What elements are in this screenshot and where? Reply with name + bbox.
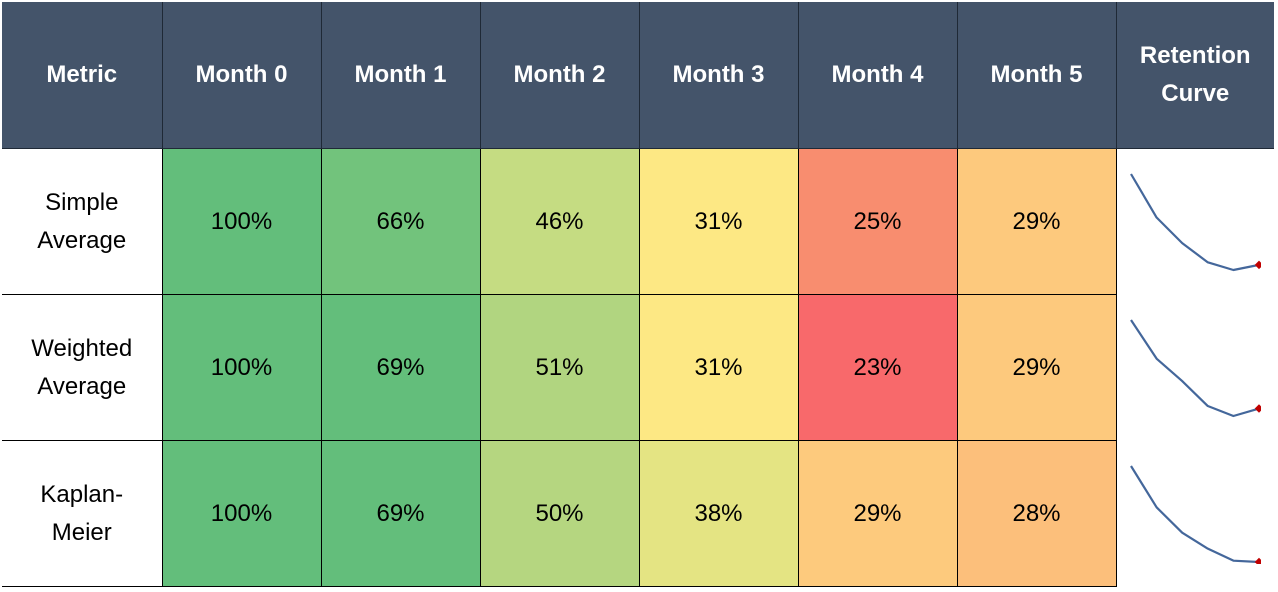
sparkline-series-line [1129,173,1259,271]
sparkline-series-line [1129,464,1259,563]
value-cell: 46% [480,148,640,295]
header-month-2: Month 2 [480,2,640,149]
sparkline-last-point-marker [1254,403,1261,413]
header-month-3: Month 3 [639,2,799,149]
value-cell: 23% [798,294,958,441]
value-cell: 31% [639,294,799,441]
header-retention-curve: Retention Curve [1116,2,1274,149]
header-row: Metric Month 0 Month 1 Month 2 Month 3 M… [2,2,1274,149]
table-row: Simple Average 100% 66% 46% 31% 25% 29% [2,148,1274,295]
value-cell: 29% [957,294,1117,441]
header-month-1: Month 1 [321,2,481,149]
value-cell: 28% [957,440,1117,587]
value-cell: 25% [798,148,958,295]
retention-sparkline [1129,318,1261,417]
value-cell: 38% [639,440,799,587]
retention-sparkline [1129,173,1261,271]
header-month-0: Month 0 [162,2,322,149]
value-cell: 29% [798,440,958,587]
value-cell: 31% [639,148,799,295]
sparkline-series-line [1129,318,1259,417]
retention-sparkline-cell [1116,294,1274,441]
value-cell: 69% [321,294,481,441]
value-cell: 29% [957,148,1117,295]
retention-sparkline-cell [1116,440,1274,587]
retention-sparkline-cell [1116,148,1274,295]
value-cell: 51% [480,294,640,441]
header-month-4: Month 4 [798,2,958,149]
value-cell: 50% [480,440,640,587]
metric-label: Weighted Average [2,294,163,441]
value-cell: 69% [321,440,481,587]
value-cell: 100% [162,440,322,587]
header-month-5: Month 5 [957,2,1117,149]
value-cell: 66% [321,148,481,295]
value-cell: 100% [162,148,322,295]
metric-label: Simple Average [2,148,163,295]
sparkline-last-point-marker [1254,260,1261,269]
metric-label: Kaplan- Meier [2,440,163,587]
header-metric: Metric [2,2,163,149]
table-row: Kaplan- Meier 100% 69% 50% 38% 29% 28% [2,440,1274,587]
retention-sparkline [1129,464,1261,564]
table-body: Simple Average 100% 66% 46% 31% 25% 29% Weighte… [2,148,1274,587]
value-cell: 100% [162,294,322,441]
table-row: Weighted Average 100% 69% 51% 31% 23% 29% [2,294,1274,441]
retention-curve-label: Retention Curve [1139,42,1251,107]
